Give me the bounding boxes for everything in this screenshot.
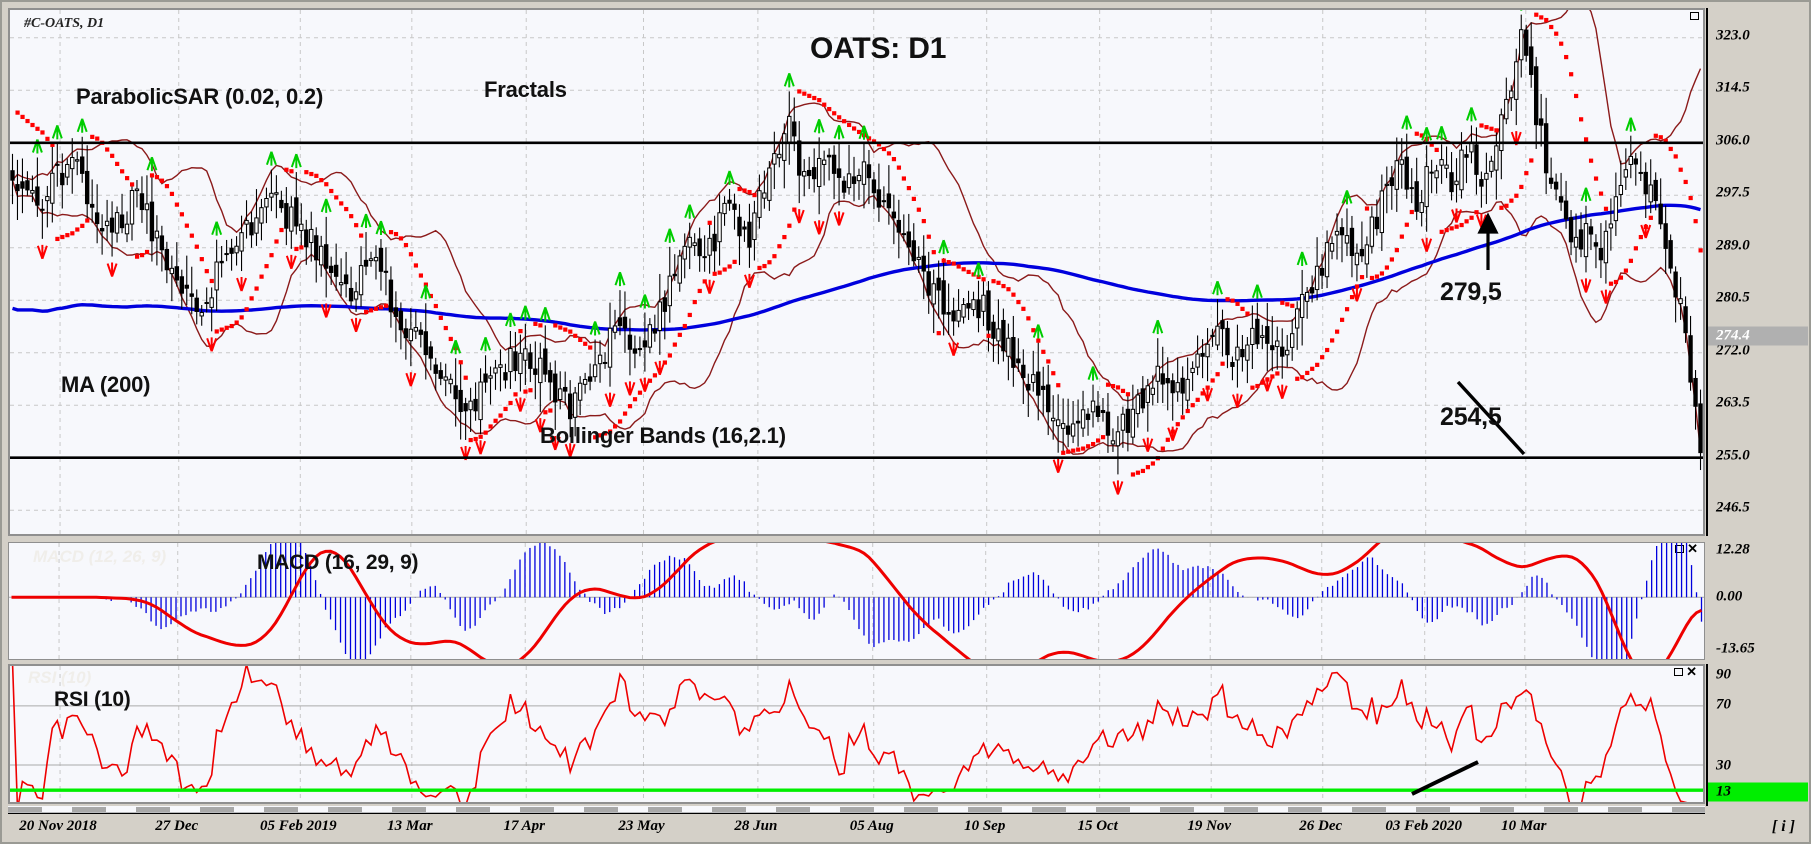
time-tick-label: 28 Jun [734,818,778,834]
annotation-rsi: RSI (10) [54,688,131,711]
time-tick-label: 19 Nov [1187,818,1232,834]
price-scale-divider [1706,8,1708,536]
macd-tick: 0.00 [1716,588,1743,605]
price-chart-panel[interactable]: #C-OATS, D1 OATS: D1 ParabolicSAR (0.02,… [8,8,1705,536]
rsi-scale-divider [1706,664,1708,806]
price-plot [10,10,1703,534]
price-tick: 323.0 [1716,27,1750,44]
macd-panel-buttons[interactable]: ✕ [1675,542,1700,556]
close-icon[interactable]: ✕ [1686,664,1699,679]
rsi-plot [10,666,1703,802]
price-tick: 246.5 [1716,499,1750,516]
rsi-current-value: 13 [1708,782,1808,802]
macd-tick: -13.65 [1716,640,1755,657]
price-tick: 255.0 [1716,447,1750,464]
macd-panel[interactable]: MACD (12, 26, 9) ✕ MACD (16, 29, 9) [8,542,1705,660]
info-button[interactable]: [ i ] [1771,818,1795,835]
main-panel-buttons[interactable] [1690,12,1699,20]
annotation-macd: MACD (16, 29, 9) [257,551,419,574]
rsi-panel[interactable]: RSI (10) ✕ RSI (10) [8,664,1705,804]
rsi-tick: 30 [1716,757,1731,774]
macd-watermark: MACD (12, 26, 9) [33,547,167,566]
minimize-icon[interactable] [1690,12,1699,20]
minimize-icon[interactable] [1674,668,1684,676]
time-tick-label: 03 Feb 2020 [1385,818,1463,834]
rsi-tick: 70 [1716,696,1731,713]
price-tick: 297.5 [1716,184,1750,201]
price-scale[interactable]: 323.0 314.5 306.0 297.5 289.0 280.5 272.0 263.5… [1708,8,1808,536]
target-label-upper: 279,5 [1440,278,1502,306]
time-tick-label: 27 Dec [155,818,199,834]
symbol-label: #C-OATS, D1 [24,16,105,31]
time-tick-label: 23 May [618,818,665,834]
time-tick-label: 26 Dec [1299,818,1343,834]
chart-title: OATS: D1 [810,32,947,65]
annotation-bollinger-bands: Bollinger Bands (16,2.1) [540,423,786,448]
annotation-parabolic-sar: ParabolicSAR (0.02, 0.2) [76,84,324,109]
time-tick-label: 13 Mar [387,818,433,834]
macd-tick: 12.28 [1716,541,1750,558]
time-tick-label: 10 Sep [964,818,1006,834]
annotation-fractals: Fractals [484,77,567,102]
time-tick-label: 05 Feb 2019 [259,818,337,834]
current-price-tag: 274.4 [1708,326,1808,346]
price-tick: 263.5 [1716,394,1750,411]
rsi-panel-buttons[interactable]: ✕ [1674,664,1699,679]
price-tick: 289.0 [1716,237,1750,254]
price-tick: 306.0 [1716,132,1750,149]
time-tick-label: 15 Oct [1077,818,1118,834]
close-icon[interactable]: ✕ [1687,542,1700,556]
price-tick: 280.5 [1716,289,1750,306]
time-tick-label: 17 Apr [503,818,545,834]
time-ruler [8,806,1705,814]
price-tick: 272.0 [1716,342,1750,359]
time-tick-label: 10 Mar [1501,818,1547,834]
target-label-lower: 254,5 [1440,403,1502,431]
time-tick-label: 05 Aug [849,818,894,834]
time-axis[interactable]: 20 Nov 2018 27 Dec 05 Feb 2019 13 Mar 17 Apr… [8,806,1705,842]
macd-scale[interactable]: 12.28 0.00 -13.65 [1708,542,1808,660]
macd-plot [9,543,1704,659]
minimize-icon[interactable] [1675,545,1685,553]
price-tick: 314.5 [1716,79,1750,96]
time-tick-label: 20 Nov 2018 [19,818,97,834]
rsi-tick: 90 [1716,666,1731,683]
annotation-ma200: MA (200) [61,372,151,397]
rsi-scale[interactable]: 90 70 30 13 [1708,664,1808,806]
